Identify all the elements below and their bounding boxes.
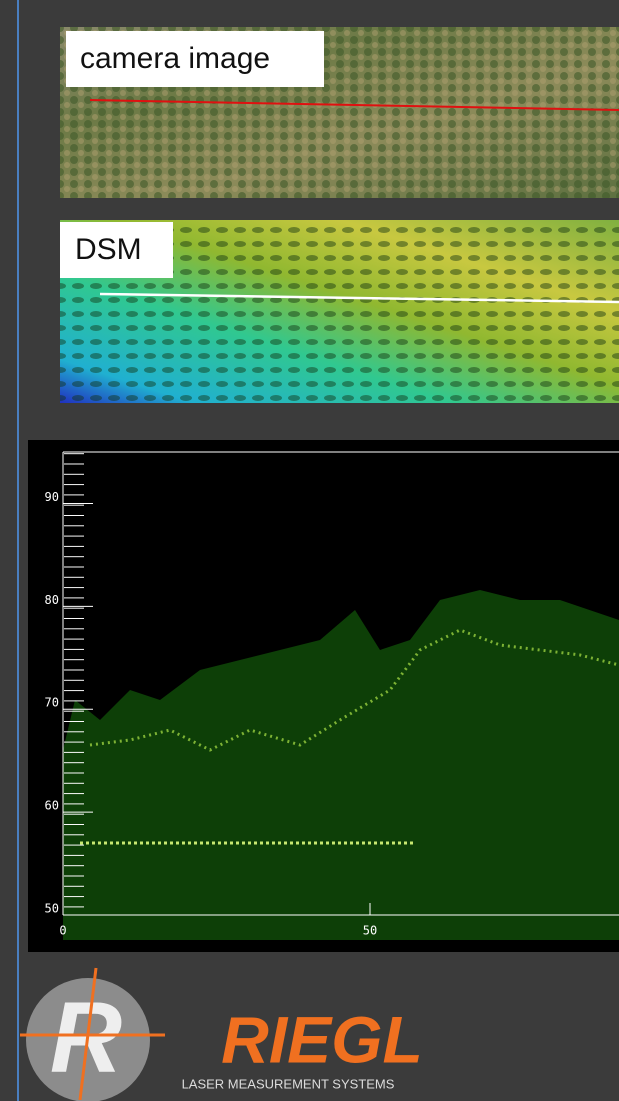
logo-name: RIEGL <box>221 1002 423 1076</box>
camera-label: camera image <box>80 42 270 75</box>
y-tick-label: 70 <box>45 696 59 710</box>
y-tick-label: 80 <box>45 593 59 607</box>
logo: R RIEGL LASER MEASUREMENT SYSTEMS <box>20 968 423 1101</box>
x-tick-label: 0 <box>59 924 66 938</box>
y-tick-label: 60 <box>45 799 59 813</box>
logo-tagline: LASER MEASUREMENT SYSTEMS <box>182 1076 395 1091</box>
screen: camera image DSM 5060708090050 R RIEGL L… <box>0 0 619 1101</box>
x-tick-label: 50 <box>363 924 377 938</box>
y-tick-label: 90 <box>45 490 59 504</box>
dsm-label: DSM <box>75 233 142 266</box>
logo-r: R <box>50 981 122 1093</box>
minor-ticks <box>64 452 84 915</box>
y-tick-label: 50 <box>45 902 59 916</box>
page: camera image DSM 5060708090050 R RIEGL L… <box>0 0 619 1101</box>
